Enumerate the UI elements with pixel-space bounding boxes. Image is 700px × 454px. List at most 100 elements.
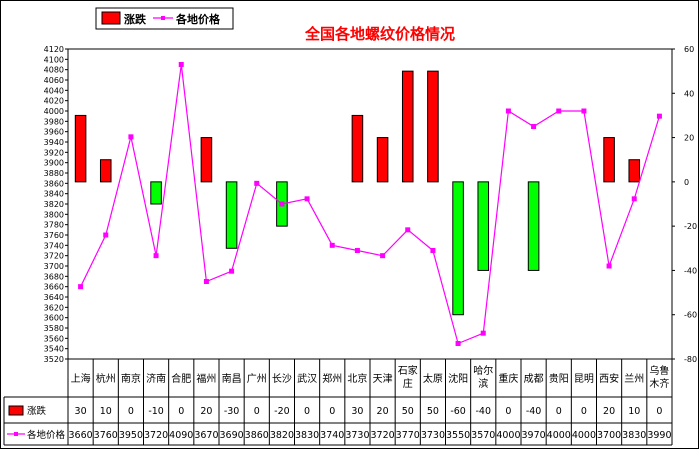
right-tick-label: -80 bbox=[684, 355, 697, 364]
category-label: 广州 bbox=[247, 373, 267, 385]
left-tick-label: 3940 bbox=[44, 138, 64, 147]
price-value-cell: 4000 bbox=[547, 430, 571, 441]
left-tick-label: 4100 bbox=[44, 55, 64, 64]
left-tick-label: 3860 bbox=[44, 179, 64, 188]
price-value-cell: 3670 bbox=[194, 430, 218, 441]
category-label: 南昌 bbox=[222, 372, 242, 385]
left-tick-label: 3620 bbox=[44, 303, 64, 312]
price-value-cell: 3970 bbox=[521, 430, 545, 441]
category-label: 南京 bbox=[121, 372, 141, 385]
category-label: 乌鲁 bbox=[649, 364, 669, 377]
category-label: 济南 bbox=[146, 372, 166, 385]
price-value-cell: 3990 bbox=[647, 430, 671, 441]
right-tick-label: 0 bbox=[684, 178, 689, 187]
left-tick-label: 3820 bbox=[44, 200, 64, 209]
price-value-cell: 3830 bbox=[622, 430, 646, 441]
price-point bbox=[405, 227, 411, 233]
bar-value-cell: 0 bbox=[581, 406, 587, 417]
table-line-key-marker bbox=[14, 432, 18, 436]
bar-value-cell: -60 bbox=[450, 406, 466, 417]
left-tick-label: 3660 bbox=[44, 283, 64, 292]
bar-value-cell: -40 bbox=[475, 406, 491, 417]
left-tick-label: 3960 bbox=[44, 128, 64, 137]
right-tick-label: -20 bbox=[684, 222, 697, 231]
bar-value-cell: 0 bbox=[304, 406, 310, 417]
left-tick-label: 3760 bbox=[44, 231, 64, 240]
bar-value-cell: 50 bbox=[402, 406, 414, 417]
category-label: 滨 bbox=[478, 377, 488, 390]
price-point bbox=[78, 284, 84, 290]
price-value-cell: 3760 bbox=[94, 430, 118, 441]
category-label: 兰州 bbox=[624, 372, 644, 385]
price-value-cell: 3720 bbox=[370, 430, 394, 441]
price-value-cell: 3550 bbox=[446, 430, 470, 441]
left-tick-label: 3740 bbox=[44, 241, 64, 250]
price-point bbox=[254, 180, 260, 186]
bar-series bbox=[74, 70, 641, 316]
bar bbox=[376, 137, 389, 183]
line-series bbox=[78, 62, 662, 346]
price-point bbox=[656, 113, 662, 119]
bar bbox=[74, 114, 87, 183]
bar-value-cell: 0 bbox=[178, 406, 184, 417]
price-point bbox=[229, 268, 235, 274]
category-label: 重庆 bbox=[498, 372, 518, 385]
bar bbox=[351, 114, 364, 183]
price-value-cell: 4000 bbox=[572, 430, 596, 441]
price-point bbox=[203, 279, 209, 284]
bar bbox=[628, 159, 641, 183]
category-label: 成都 bbox=[524, 373, 544, 385]
chart-title: 全国各地螺纹价格情况 bbox=[304, 25, 455, 43]
category-label: 西安 bbox=[599, 372, 619, 385]
price-value-cell: 4000 bbox=[496, 430, 520, 441]
price-value-cell: 3690 bbox=[219, 430, 243, 441]
legend-line-marker bbox=[161, 16, 165, 20]
left-tick-label: 3520 bbox=[44, 355, 64, 364]
left-tick-label: 3600 bbox=[44, 314, 64, 323]
bar bbox=[225, 181, 238, 249]
table-bar-key bbox=[8, 405, 24, 416]
bar bbox=[150, 181, 162, 205]
price-value-cell: 3740 bbox=[320, 430, 344, 441]
left-tick-label: 4020 bbox=[44, 97, 64, 106]
legend-bar-label: 涨跌 bbox=[124, 12, 147, 26]
table-row-label: 各地价格 bbox=[27, 429, 66, 441]
left-tick-label: 3840 bbox=[44, 190, 64, 199]
category-label: 庄 bbox=[403, 377, 413, 390]
left-tick-label: 3980 bbox=[44, 117, 64, 126]
category-label: 合肥 bbox=[171, 372, 191, 385]
bar bbox=[200, 137, 213, 183]
bar-value-cell: 10 bbox=[100, 406, 112, 417]
price-line bbox=[80, 64, 660, 345]
left-tick-label: 3920 bbox=[44, 148, 64, 157]
bar-value-cell: -40 bbox=[526, 406, 542, 417]
bar bbox=[99, 159, 112, 183]
right-tick-label: 40 bbox=[684, 89, 694, 98]
category-label: 哈尔 bbox=[473, 364, 493, 377]
left-tick-label: 3880 bbox=[44, 169, 64, 178]
price-point bbox=[304, 196, 310, 202]
left-tick-label: 4000 bbox=[44, 107, 64, 116]
price-value-cell: 3830 bbox=[295, 430, 319, 441]
bar bbox=[477, 181, 490, 271]
category-label: 太原 bbox=[423, 372, 443, 385]
right-axis: -80 -60 -40 -20 0 20 40 60 bbox=[672, 45, 697, 364]
legend: 涨跌 各地价格 bbox=[95, 7, 234, 30]
bar-value-cell: 50 bbox=[427, 406, 439, 417]
price-value-cell: 3700 bbox=[597, 430, 621, 441]
price-point bbox=[128, 134, 134, 140]
price-point bbox=[531, 124, 537, 129]
price-point bbox=[380, 253, 386, 259]
left-tick-label: 3900 bbox=[44, 159, 64, 168]
left-tick-label: 3580 bbox=[44, 324, 64, 333]
category-label: 武汉 bbox=[297, 372, 317, 385]
bar-value-cell: 20 bbox=[603, 406, 615, 417]
bar-value-cell: 20 bbox=[200, 406, 212, 417]
bar-value-cell: 0 bbox=[254, 406, 260, 417]
price-value-cell: 3730 bbox=[421, 430, 445, 441]
left-tick-label: 3560 bbox=[44, 334, 64, 343]
price-point bbox=[329, 242, 335, 248]
category-label: 郑州 bbox=[322, 372, 342, 385]
